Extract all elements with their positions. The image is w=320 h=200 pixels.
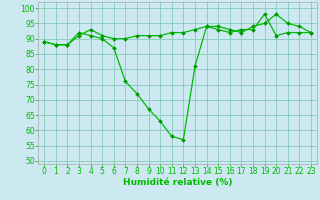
X-axis label: Humidité relative (%): Humidité relative (%) [123, 178, 232, 187]
